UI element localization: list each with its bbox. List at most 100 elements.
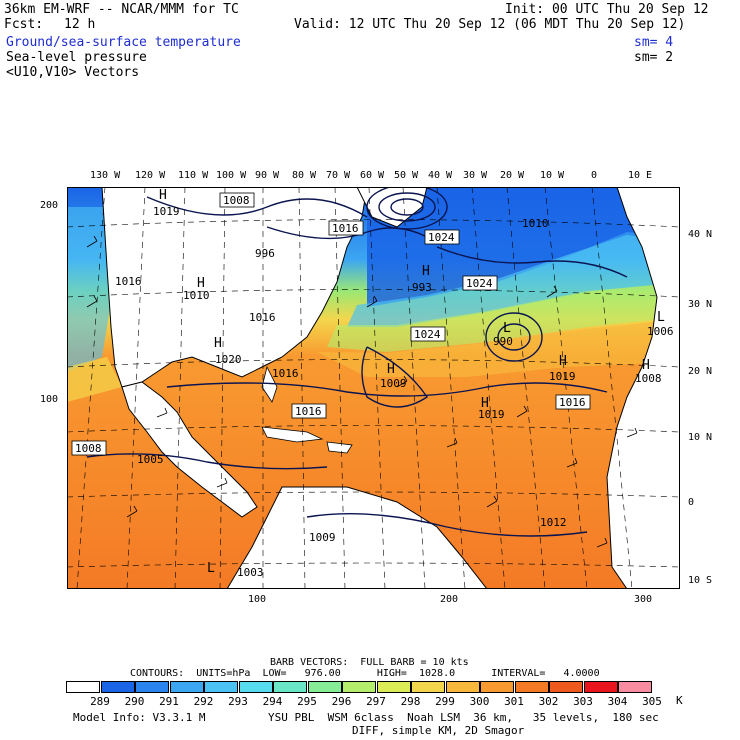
isobar-label: 1003 bbox=[237, 566, 264, 579]
scale-swatch bbox=[480, 681, 514, 693]
scale-swatch bbox=[549, 681, 583, 693]
wind-barbs bbox=[86, 235, 638, 548]
scale-label: 303 bbox=[573, 695, 593, 708]
scale-swatch bbox=[100, 681, 135, 693]
greenland-land bbox=[356, 187, 428, 228]
weather-map: 1019 1008 1016 1024 1010 996 1016 1024 1… bbox=[67, 187, 680, 589]
isobar-label: 1019 bbox=[478, 408, 505, 421]
scale-swatch bbox=[307, 681, 342, 693]
scale-label: 304 bbox=[607, 695, 628, 708]
isobar-label: 1016 bbox=[295, 405, 322, 418]
isobar-label: 1016 bbox=[115, 275, 142, 288]
lon-tick: 0 bbox=[591, 170, 598, 181]
isobar-label: 1019 bbox=[153, 205, 180, 218]
field-title-slp: Sea-level pressure bbox=[6, 50, 147, 65]
grid-y-label: 100 bbox=[40, 394, 59, 405]
isobar-label: 1024 bbox=[428, 231, 455, 244]
high-marker: H bbox=[159, 188, 167, 203]
scale-label: 290 bbox=[124, 695, 145, 708]
lon-tick: 30 W bbox=[463, 170, 488, 181]
scale-label: 292 bbox=[193, 695, 214, 708]
scale-swatch bbox=[273, 681, 307, 693]
physics-info: YSU PBL WSM 6class Noah LSM 36 km, 35 le… bbox=[268, 711, 659, 724]
isobar-label: 1008 bbox=[635, 372, 662, 385]
africa-europe-land bbox=[606, 187, 680, 589]
high-marker: H bbox=[642, 358, 650, 373]
forecast-hour: 12 h bbox=[64, 17, 96, 32]
model-info: Model Info: V3.3.1 M bbox=[73, 711, 206, 724]
lon-tick: 80 W bbox=[292, 170, 317, 181]
lon-tick: 70 W bbox=[326, 170, 351, 181]
scale-swatch bbox=[66, 681, 100, 693]
map-border bbox=[67, 187, 680, 589]
isobars bbox=[86, 187, 628, 537]
lon-tick: 60 W bbox=[360, 170, 385, 181]
scale-label: 293 bbox=[228, 695, 248, 708]
scale-label: 295 bbox=[297, 695, 317, 708]
field-sst-smoothing: sm= 4 bbox=[634, 35, 674, 50]
scale-label: 297 bbox=[366, 695, 386, 708]
lon-tick: 50 W bbox=[394, 170, 419, 181]
lat-tick: 40 N bbox=[688, 229, 713, 240]
scale-label: 296 bbox=[331, 695, 352, 708]
low-marker: L bbox=[657, 310, 665, 325]
low-marker: L bbox=[207, 561, 215, 576]
scale-swatch bbox=[342, 681, 376, 693]
scale-swatch bbox=[169, 681, 204, 693]
grid-y-label: 200 bbox=[40, 200, 59, 211]
scale-label: 298 bbox=[400, 695, 421, 708]
lat-tick: 0 bbox=[688, 497, 695, 508]
lat-tick: 20 N bbox=[688, 366, 713, 377]
high-marker: H bbox=[387, 362, 395, 377]
high-marker: H bbox=[214, 336, 222, 351]
forecast-label: Fcst: bbox=[4, 17, 44, 32]
pressure-centers: H H H H H L L L H H H bbox=[159, 188, 665, 576]
high-marker: H bbox=[559, 354, 567, 369]
lon-tick: 40 W bbox=[428, 170, 453, 181]
isobar-label: 1019 bbox=[549, 370, 576, 383]
lon-tick: 10 W bbox=[540, 170, 565, 181]
scale-label: 301 bbox=[504, 695, 524, 708]
scale-swatch bbox=[411, 681, 445, 693]
scale-swatch bbox=[204, 681, 238, 693]
isobar-label: 1010 bbox=[183, 289, 210, 302]
lon-tick: 130 W bbox=[90, 170, 121, 181]
isobar-label: 1009 bbox=[309, 531, 336, 544]
scale-swatch bbox=[618, 681, 652, 693]
cold-sst-region bbox=[367, 187, 680, 307]
central-america-land bbox=[121, 381, 258, 518]
field-title-vectors: <U10,V10> Vectors bbox=[6, 65, 140, 80]
lon-tick: 10 E bbox=[628, 170, 653, 181]
scale-label: 305 bbox=[642, 695, 662, 708]
barb-vector-info: BARB VECTORS: FULL BARB = 10 kts bbox=[270, 657, 469, 668]
field-title-sst: Ground/sea-surface temperature bbox=[6, 35, 241, 50]
scale-label: 300 bbox=[469, 695, 490, 708]
field-slp-smoothing: sm= 2 bbox=[634, 50, 674, 65]
isobar-labels: 1019 1008 1016 1024 1010 996 1016 1024 1… bbox=[71, 192, 674, 579]
north-america-land bbox=[101, 187, 368, 388]
isobar-label: 1024 bbox=[414, 328, 441, 341]
scale-swatch bbox=[376, 681, 411, 693]
high-marker: H bbox=[197, 276, 205, 291]
scale-swatch bbox=[238, 681, 273, 693]
lon-tick: 90 W bbox=[255, 170, 280, 181]
isobar-label: 1020 bbox=[215, 353, 242, 366]
lon-tick: 20 W bbox=[500, 170, 525, 181]
high-marker: H bbox=[422, 264, 430, 279]
grid-x-label: 200 bbox=[440, 594, 459, 605]
graticule bbox=[67, 187, 680, 589]
isobar-label: 1008 bbox=[223, 194, 250, 207]
scale-swatch bbox=[583, 681, 618, 693]
lon-tick: 120 W bbox=[135, 170, 166, 181]
isobar-label: 996 bbox=[255, 247, 275, 260]
grid-x-label: 300 bbox=[634, 594, 653, 605]
scale-label: 299 bbox=[435, 695, 455, 708]
contour-info: CONTOURS: UNITS=hPa LOW= 976.00 HIGH= 10… bbox=[130, 668, 600, 679]
isobar-label: 990 bbox=[493, 335, 513, 348]
isobar-label: 1012 bbox=[540, 516, 567, 529]
isobar-label: 1016 bbox=[272, 367, 299, 380]
scale-unit: K bbox=[676, 694, 683, 707]
isobar-label: 1024 bbox=[466, 277, 493, 290]
lat-tick: 30 N bbox=[688, 299, 713, 310]
high-marker: H bbox=[481, 396, 489, 411]
